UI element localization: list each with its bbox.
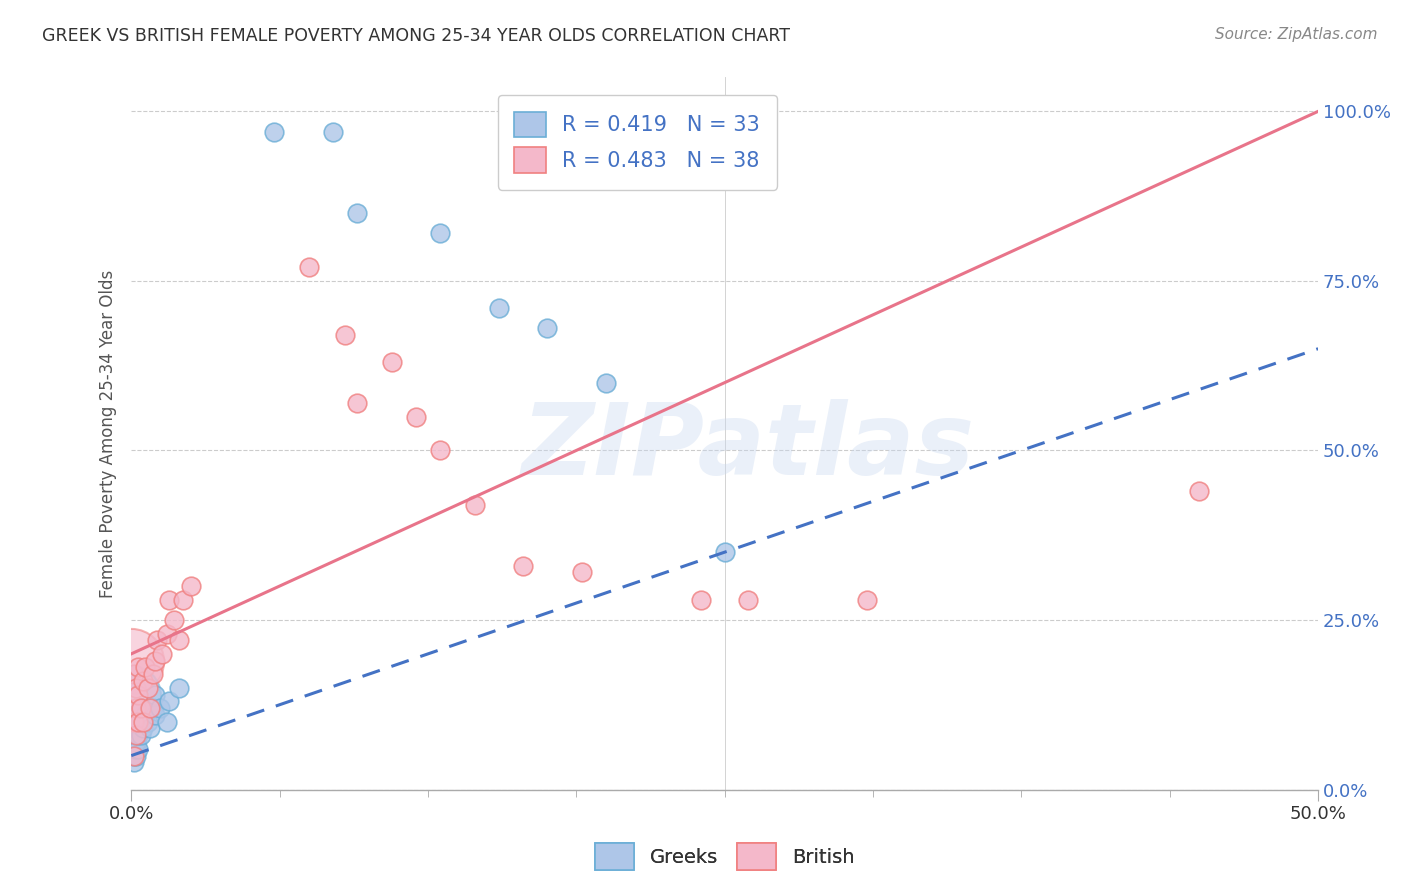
Point [333, 328, 356, 343]
Point [157, 592, 180, 607]
Point [180, 579, 202, 593]
Point [488, 301, 510, 315]
Point [150, 647, 173, 661]
Point [737, 592, 759, 607]
Point [322, 125, 344, 139]
Point [122, 748, 145, 763]
Point [167, 681, 190, 695]
Point [122, 741, 145, 756]
Point [156, 626, 179, 640]
Point [122, 667, 145, 681]
Point [163, 613, 186, 627]
Point [139, 722, 162, 736]
Point [129, 701, 152, 715]
Text: GREEK VS BRITISH FEMALE POVERTY AMONG 25-34 YEAR OLDS CORRELATION CHART: GREEK VS BRITISH FEMALE POVERTY AMONG 25… [42, 27, 790, 45]
Point [125, 722, 148, 736]
Point [122, 714, 145, 729]
Point [149, 701, 172, 715]
Point [298, 260, 321, 275]
Point [464, 498, 486, 512]
Point [132, 673, 155, 688]
Point [405, 409, 427, 424]
Text: ZIPatlas: ZIPatlas [522, 400, 974, 496]
Point [142, 701, 165, 715]
Point [127, 660, 149, 674]
Point [429, 227, 451, 241]
Point [134, 660, 156, 674]
Point [129, 701, 152, 715]
Point [1188, 484, 1211, 499]
Point [125, 735, 148, 749]
Point [125, 748, 148, 763]
Point [156, 714, 179, 729]
Point [120, 688, 142, 702]
Point [127, 688, 149, 702]
Point [429, 443, 451, 458]
Point [136, 714, 159, 729]
Point [127, 714, 149, 729]
Point [129, 728, 152, 742]
Point [690, 592, 713, 607]
Point [139, 701, 162, 715]
Point [536, 321, 558, 335]
Point [595, 376, 617, 390]
Point [132, 722, 155, 736]
Point [143, 688, 166, 702]
Point [136, 681, 159, 695]
Point [127, 728, 149, 742]
Point [146, 633, 169, 648]
Point [143, 707, 166, 722]
Point [381, 355, 404, 369]
Point [346, 206, 368, 220]
Point [571, 566, 593, 580]
Text: Source: ZipAtlas.com: Source: ZipAtlas.com [1215, 27, 1378, 42]
Point [132, 714, 155, 729]
Point [125, 728, 148, 742]
Point [713, 545, 735, 559]
Point [512, 558, 534, 573]
Legend: Greeks, British: Greeks, British [588, 835, 862, 878]
Point [346, 396, 368, 410]
Point [167, 633, 190, 648]
Point [120, 654, 142, 668]
Point [125, 681, 148, 695]
Point [157, 694, 180, 708]
Point [122, 748, 145, 763]
Point [127, 714, 149, 729]
Point [134, 707, 156, 722]
Point [125, 741, 148, 756]
Point [172, 592, 194, 607]
Point [142, 667, 165, 681]
Point [263, 125, 285, 139]
Y-axis label: Female Poverty Among 25-34 Year Olds: Female Poverty Among 25-34 Year Olds [100, 269, 117, 598]
Point [125, 701, 148, 715]
Point [143, 654, 166, 668]
Point [125, 728, 148, 742]
Point [132, 714, 155, 729]
Point [856, 592, 879, 607]
Point [122, 756, 145, 770]
Point [127, 741, 149, 756]
